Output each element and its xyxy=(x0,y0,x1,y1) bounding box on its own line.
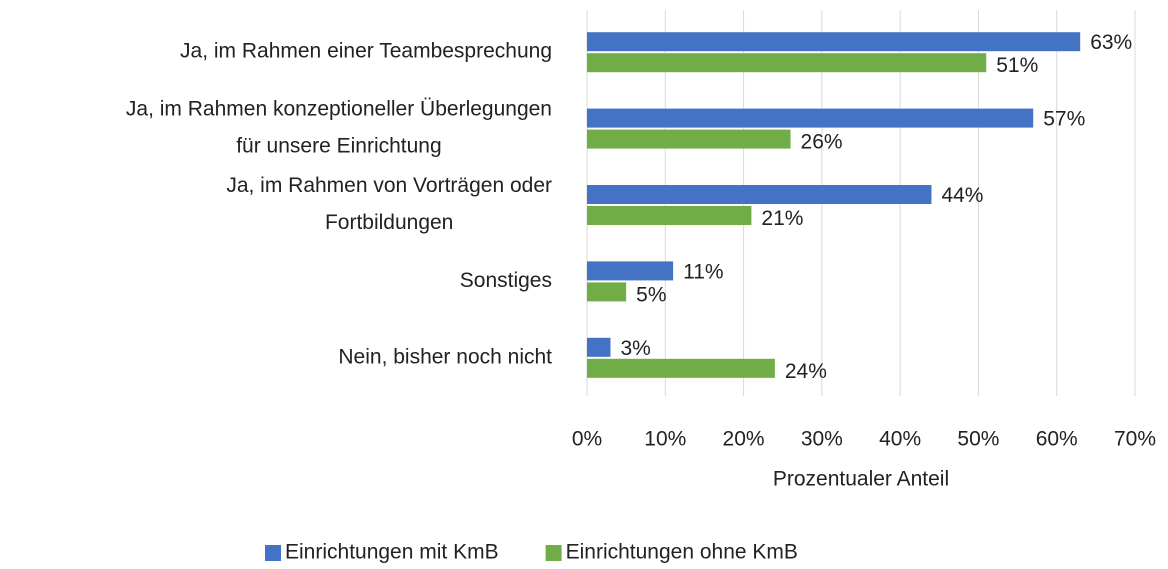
category-label: Nein, bisher noch nicht xyxy=(338,345,552,368)
bar xyxy=(587,53,987,73)
x-tick-label: 20% xyxy=(723,428,765,451)
data-label: 57% xyxy=(1043,108,1085,131)
data-label: 3% xyxy=(620,337,650,360)
data-label: 51% xyxy=(996,54,1038,77)
x-tick-label: 0% xyxy=(572,428,602,451)
bar xyxy=(587,337,611,357)
legend-label: Einrichtungen ohne KmB xyxy=(566,541,798,564)
legend-label: Einrichtungen mit KmB xyxy=(285,541,499,564)
category-label: Sonstiges xyxy=(460,269,552,292)
x-axis-title: Prozentualer Anteil xyxy=(773,468,949,491)
x-tick-label: 10% xyxy=(644,428,686,451)
bar xyxy=(587,282,627,302)
data-label: 11% xyxy=(683,260,723,283)
data-label: 5% xyxy=(636,283,666,306)
bar xyxy=(587,206,752,225)
data-label: 44% xyxy=(941,184,983,207)
data-label: 63% xyxy=(1090,31,1132,54)
category-label: Fortbildungen xyxy=(325,211,453,234)
x-tick-label: 40% xyxy=(879,428,921,451)
bar xyxy=(587,129,791,149)
data-label: 24% xyxy=(785,360,827,383)
category-label: Ja, im Rahmen einer Teambesprechung xyxy=(180,40,552,63)
legend-swatch xyxy=(265,545,281,561)
bar xyxy=(587,261,674,281)
x-tick-label: 70% xyxy=(1114,428,1156,451)
legend-swatch xyxy=(545,545,562,561)
data-label: 21% xyxy=(761,207,803,230)
bar xyxy=(587,358,775,378)
x-tick-label: 60% xyxy=(1036,428,1078,451)
category-label: für unsere Einrichtung xyxy=(236,135,441,158)
data-label: 26% xyxy=(801,131,843,154)
bar xyxy=(587,32,1081,52)
x-tick-label: 30% xyxy=(801,428,843,451)
x-tick-label: 50% xyxy=(957,428,999,451)
bar xyxy=(587,185,932,204)
bar xyxy=(587,108,1034,128)
category-label: Ja, im Rahmen konzeptioneller Überlegung… xyxy=(126,98,552,121)
category-label: Ja, im Rahmen von Vorträgen oder xyxy=(226,174,552,197)
